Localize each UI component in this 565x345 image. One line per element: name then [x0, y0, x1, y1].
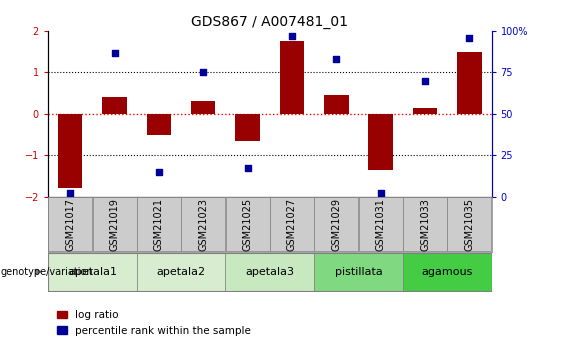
- Bar: [236, 114, 260, 141]
- Bar: [280, 41, 304, 114]
- Text: GSM21017: GSM21017: [65, 198, 75, 251]
- Bar: [102, 97, 127, 114]
- Point: [332, 57, 341, 62]
- FancyBboxPatch shape: [181, 197, 225, 251]
- Text: apetala2: apetala2: [157, 267, 206, 277]
- Text: GSM21027: GSM21027: [287, 198, 297, 252]
- Text: GSM21031: GSM21031: [376, 198, 386, 251]
- Point: [154, 169, 163, 175]
- FancyBboxPatch shape: [48, 253, 137, 291]
- Title: GDS867 / A007481_01: GDS867 / A007481_01: [192, 14, 348, 29]
- Bar: [368, 114, 393, 170]
- Text: GSM21021: GSM21021: [154, 198, 164, 251]
- Bar: [147, 114, 171, 135]
- Text: agamous: agamous: [421, 267, 473, 277]
- FancyBboxPatch shape: [314, 197, 358, 251]
- Point: [420, 78, 429, 83]
- Text: GSM21033: GSM21033: [420, 198, 430, 251]
- FancyBboxPatch shape: [359, 197, 403, 251]
- FancyBboxPatch shape: [48, 197, 92, 251]
- Text: GSM21029: GSM21029: [331, 198, 341, 251]
- FancyBboxPatch shape: [314, 253, 403, 291]
- Text: GSM21025: GSM21025: [242, 198, 253, 252]
- FancyBboxPatch shape: [137, 253, 225, 291]
- FancyBboxPatch shape: [403, 253, 492, 291]
- FancyBboxPatch shape: [225, 253, 314, 291]
- FancyBboxPatch shape: [93, 197, 137, 251]
- Text: apetala1: apetala1: [68, 267, 117, 277]
- Text: genotype/variation: genotype/variation: [1, 267, 93, 277]
- Bar: [58, 114, 82, 188]
- Text: GSM21023: GSM21023: [198, 198, 208, 251]
- Text: apetala3: apetala3: [245, 267, 294, 277]
- Point: [110, 50, 119, 55]
- Bar: [191, 101, 215, 114]
- FancyBboxPatch shape: [447, 197, 492, 251]
- Point: [243, 166, 252, 171]
- Bar: [324, 95, 349, 114]
- FancyBboxPatch shape: [403, 197, 447, 251]
- Point: [465, 35, 474, 40]
- Text: pistillata: pistillata: [334, 267, 383, 277]
- Point: [199, 70, 208, 75]
- Text: GSM21035: GSM21035: [464, 198, 475, 251]
- Point: [66, 190, 75, 196]
- Legend: log ratio, percentile rank within the sample: log ratio, percentile rank within the sa…: [53, 306, 255, 340]
- Point: [288, 33, 297, 39]
- FancyBboxPatch shape: [270, 197, 314, 251]
- Point: [376, 190, 385, 196]
- Bar: [457, 52, 481, 114]
- Text: GSM21019: GSM21019: [110, 198, 120, 251]
- Bar: [413, 108, 437, 114]
- FancyBboxPatch shape: [225, 197, 270, 251]
- FancyBboxPatch shape: [137, 197, 181, 251]
